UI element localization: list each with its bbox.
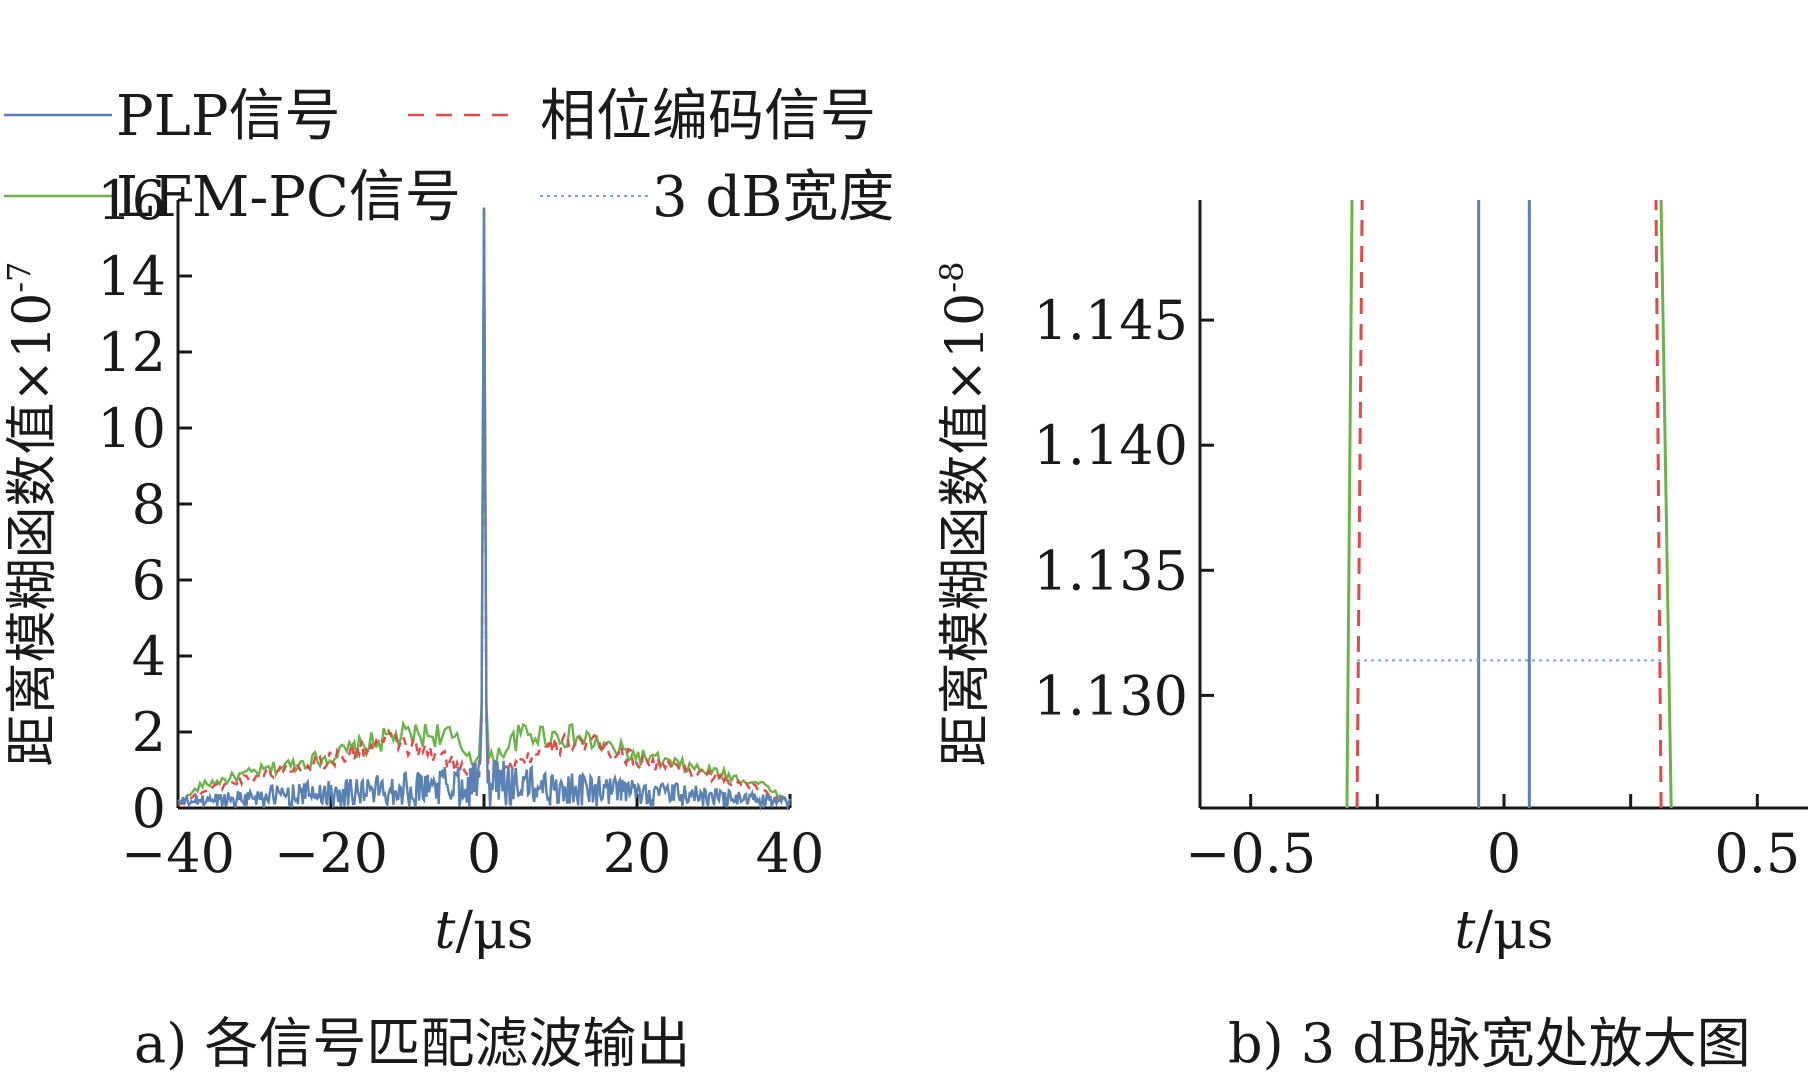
y-axis-label-main: 距离模糊函数值×10 bbox=[3, 293, 63, 767]
y-tick-label: 6 bbox=[132, 549, 166, 612]
y-tick-label: 12 bbox=[97, 321, 166, 384]
series-line-phase bbox=[1355, 199, 1364, 809]
x-tick-label: −20 bbox=[274, 822, 388, 885]
x-axis-label-italic: t bbox=[1455, 901, 1476, 961]
x-tick-label: 0 bbox=[1487, 822, 1521, 885]
chart-a: 0 2 4 6 8 10 12 14 16 −40 −20 0 20 40 t/μs 距离模糊函数值×10-7… bbox=[0, 169, 824, 1075]
y-tick-label: 0 bbox=[132, 777, 166, 840]
x-tick-label: −0.5 bbox=[1185, 822, 1316, 885]
series-line-phase bbox=[177, 207, 791, 806]
legend-label-phase: 相位编码信号 bbox=[540, 84, 876, 149]
x-tick-label: 0.5 bbox=[1714, 822, 1800, 885]
y-tick-label: 16 bbox=[97, 169, 166, 232]
y-tick-label: 1.145 bbox=[1033, 289, 1188, 352]
series-line-lfm bbox=[1659, 199, 1673, 809]
series-line-plp bbox=[177, 207, 792, 812]
x-tick-label: 20 bbox=[603, 822, 672, 885]
x-axis-label: t/μs bbox=[435, 901, 534, 961]
x-tick-label: 0 bbox=[467, 822, 501, 885]
x-tick-label: 40 bbox=[756, 822, 825, 885]
x-axis-label-unit: /μs bbox=[1475, 901, 1553, 961]
chart-b: 1.130 1.135 1.140 1.145 −0.5 0 0.5 t/μs 距离模糊函数值×… bbox=[933, 199, 1808, 1075]
y-axis-label-exp: -7 bbox=[0, 262, 38, 293]
legend-label-lfm: LFM-PC信号 bbox=[116, 165, 461, 230]
legend: PLP信号 相位编码信号 LFM-PC信号 3 dB宽度 bbox=[4, 84, 894, 230]
chart-caption: a) 各信号匹配滤波输出 bbox=[134, 1012, 690, 1075]
y-tick-label: 1.130 bbox=[1033, 664, 1188, 727]
series-line-phase bbox=[1654, 199, 1663, 809]
y-axis-label-main: 距离模糊函数值×10 bbox=[936, 293, 996, 767]
legend-label-plp: PLP信号 bbox=[116, 84, 341, 149]
y-tick-label: 8 bbox=[132, 473, 166, 536]
series-line-lfm bbox=[1345, 199, 1354, 809]
y-tick-label: 4 bbox=[132, 625, 166, 688]
legend-label-db3: 3 dB宽度 bbox=[652, 165, 894, 230]
x-axis-label-italic: t bbox=[435, 901, 456, 961]
y-tick-label: 1.135 bbox=[1033, 539, 1188, 602]
y-tick-label: 2 bbox=[132, 701, 166, 764]
chart-caption: b) 3 dB脉宽处放大图 bbox=[1228, 1012, 1751, 1075]
y-axis-label: 距离模糊函数值×10-7 bbox=[0, 262, 63, 767]
x-tick-label: −40 bbox=[121, 822, 235, 885]
x-axis-label-unit: /μs bbox=[455, 901, 533, 961]
y-axis-label-exp: -8 bbox=[933, 262, 971, 293]
y-tick-label: 10 bbox=[97, 397, 166, 460]
x-axis-label: t/μs bbox=[1455, 901, 1554, 961]
y-tick-label: 1.140 bbox=[1033, 414, 1188, 477]
y-tick-label: 14 bbox=[97, 245, 166, 308]
y-axis-label: 距离模糊函数值×10-8 bbox=[933, 262, 996, 767]
